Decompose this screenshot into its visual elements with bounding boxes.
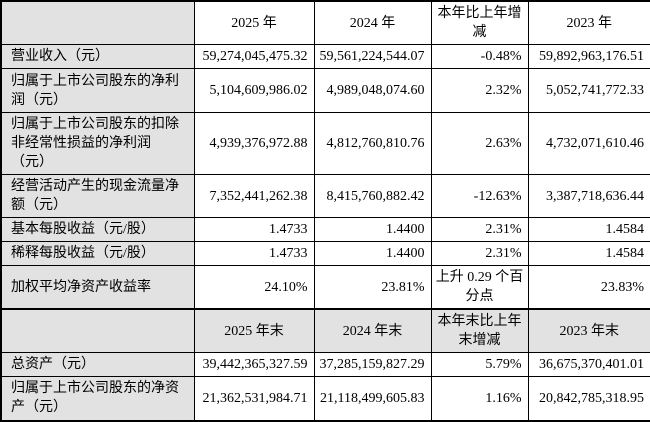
col-header-2023: 2023 年 xyxy=(527,0,650,45)
value-2025: 39,442,365,327.59 xyxy=(193,352,315,377)
value-2023: 4,732,071,610.46 xyxy=(527,112,650,175)
row-label: 经营活动产生的现金流量净额（元） xyxy=(0,174,195,218)
row-label: 基本每股收益（元/股） xyxy=(0,217,195,242)
value-2024: 4,989,048,074.60 xyxy=(313,68,432,113)
value-2024: 23.81% xyxy=(313,265,432,310)
row-diluted-eps: 稀释每股收益（元/股） 1.4733 1.4400 2.31% 1.4584 xyxy=(0,241,650,266)
value-2025: 1.4733 xyxy=(193,241,315,266)
col-header-2023-end: 2023 年末 xyxy=(527,308,650,353)
value-2024: 21,118,499,605.83 xyxy=(313,376,432,421)
value-2024: 37,285,159,827.29 xyxy=(313,352,432,377)
value-2024: 8,415,760,882.42 xyxy=(313,174,432,218)
value-2025: 21,362,531,984.71 xyxy=(193,376,315,421)
row-net-assets: 归属于上市公司股东的净资产（元） 21,362,531,984.71 21,11… xyxy=(0,376,650,421)
col-header-2024-end: 2024 年末 xyxy=(313,308,432,353)
value-2023: 3,387,718,636.44 xyxy=(527,174,650,218)
value-2025: 5,104,609,986.02 xyxy=(193,68,315,113)
value-2023: 20,842,785,318.95 xyxy=(527,376,650,421)
header-row-annual: 2025 年 2024 年 本年比上年增减 2023 年 xyxy=(0,0,650,45)
corner-cell xyxy=(0,0,195,45)
value-2024: 1.4400 xyxy=(313,241,432,266)
value-2023: 1.4584 xyxy=(527,217,650,242)
row-total-assets: 总资产（元） 39,442,365,327.59 37,285,159,827.… xyxy=(0,352,650,377)
value-2025: 4,939,376,972.88 xyxy=(193,112,315,175)
corner-cell xyxy=(0,308,195,353)
col-header-change: 本年比上年增减 xyxy=(430,0,529,45)
row-basic-eps: 基本每股收益（元/股） 1.4733 1.4400 2.31% 1.4584 xyxy=(0,217,650,242)
row-label: 归属于上市公司股东的净利润（元） xyxy=(0,68,195,113)
value-change: -12.63% xyxy=(430,174,529,218)
row-weighted-avg-roe: 加权平均净资产收益率 24.10% 23.81% 上升 0.29 个百分点 23… xyxy=(0,265,650,310)
value-change: 2.32% xyxy=(430,68,529,113)
row-operating-cash-flow: 经营活动产生的现金流量净额（元） 7,352,441,262.38 8,415,… xyxy=(0,174,650,218)
col-header-2025-end: 2025 年末 xyxy=(193,308,315,353)
row-label: 归属于上市公司股东的扣除非经常性损益的净利润（元） xyxy=(0,112,195,175)
value-2024: 4,812,760,810.76 xyxy=(313,112,432,175)
value-2023: 1.4584 xyxy=(527,241,650,266)
value-change: 2.31% xyxy=(430,217,529,242)
value-change: 5.79% xyxy=(430,352,529,377)
row-operating-revenue: 营业收入（元） 59,274,045,475.32 59,561,224,544… xyxy=(0,44,650,69)
value-2023: 36,675,370,401.01 xyxy=(527,352,650,377)
value-2025: 59,274,045,475.32 xyxy=(193,44,315,69)
col-header-2024: 2024 年 xyxy=(313,0,432,45)
value-2023: 5,052,741,772.33 xyxy=(527,68,650,113)
value-2023: 59,892,963,176.51 xyxy=(527,44,650,69)
value-2025: 7,352,441,262.38 xyxy=(193,174,315,218)
header-row-year-end: 2025 年末 2024 年末 本年末比上年末增减 2023 年末 xyxy=(0,308,650,353)
col-header-2025: 2025 年 xyxy=(193,0,315,45)
value-2024: 1.4400 xyxy=(313,217,432,242)
row-net-profit-excl-nonrecurring: 归属于上市公司股东的扣除非经常性损益的净利润（元） 4,939,376,972.… xyxy=(0,112,650,175)
value-change: 1.16% xyxy=(430,376,529,421)
col-header-yearend-change: 本年末比上年末增减 xyxy=(430,308,529,353)
value-2024: 59,561,224,544.07 xyxy=(313,44,432,69)
row-label: 稀释每股收益（元/股） xyxy=(0,241,195,266)
value-2025: 1.4733 xyxy=(193,217,315,242)
row-label: 加权平均净资产收益率 xyxy=(0,265,195,310)
value-2023: 23.83% xyxy=(527,265,650,310)
value-change: 2.63% xyxy=(430,112,529,175)
value-change: 2.31% xyxy=(430,241,529,266)
row-label: 总资产（元） xyxy=(0,352,195,377)
row-label: 归属于上市公司股东的净资产（元） xyxy=(0,376,195,421)
value-change: 上升 0.29 个百分点 xyxy=(430,265,529,310)
row-label: 营业收入（元） xyxy=(0,44,195,69)
value-2025: 24.10% xyxy=(193,265,315,310)
row-net-profit: 归属于上市公司股东的净利润（元） 5,104,609,986.02 4,989,… xyxy=(0,68,650,113)
value-change: -0.48% xyxy=(430,44,529,69)
